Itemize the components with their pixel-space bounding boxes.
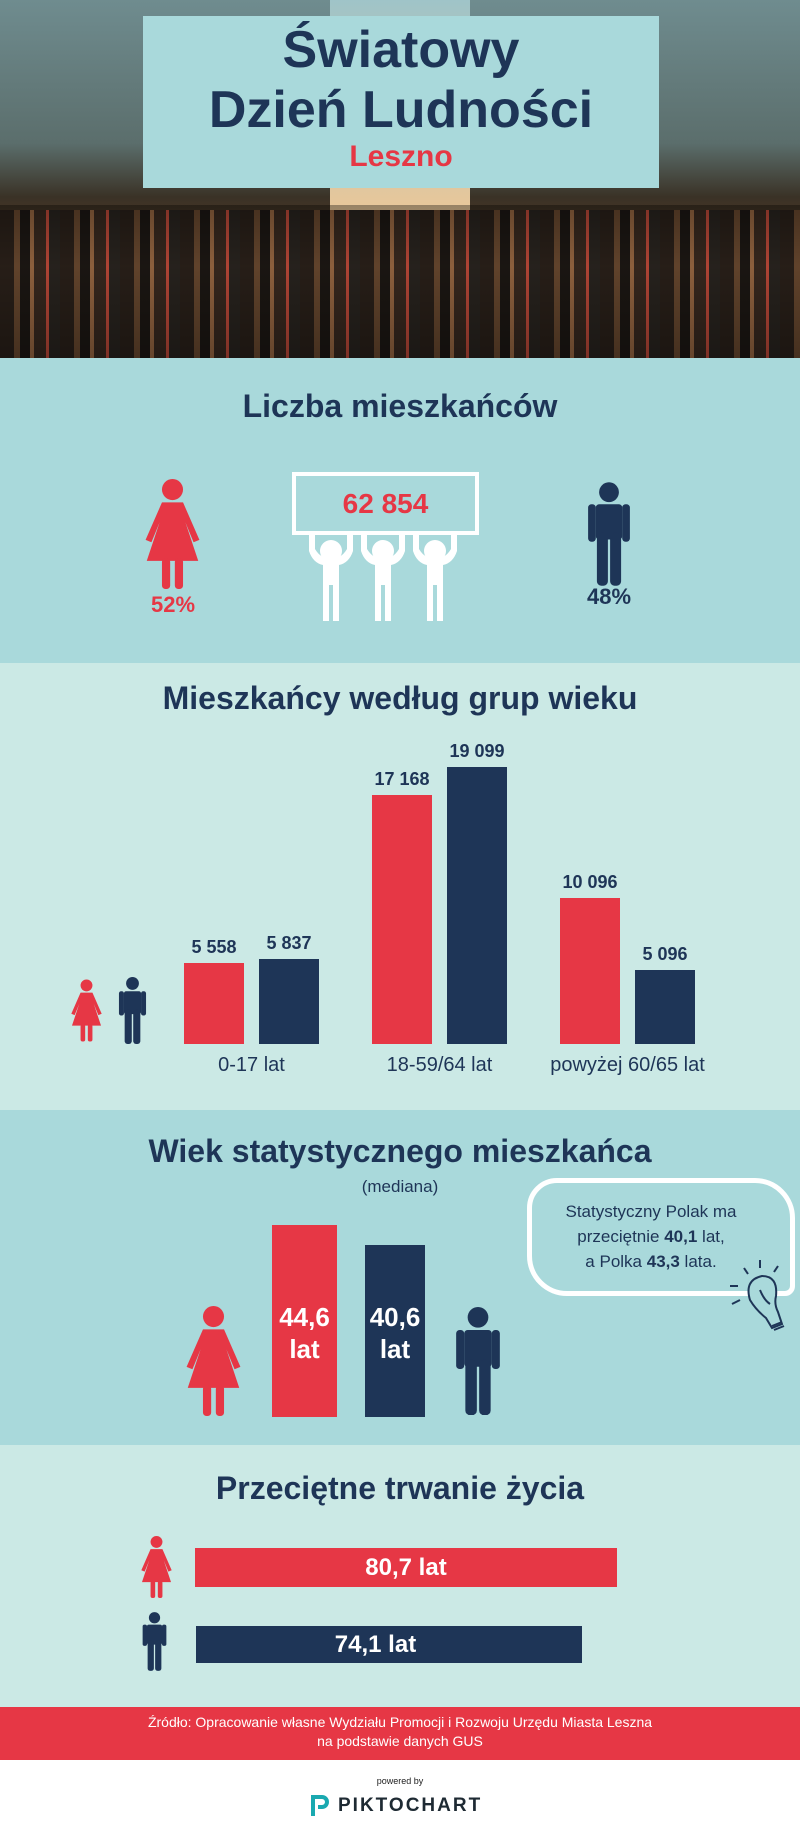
piktochart-brand: PIKTOCHART <box>338 1795 483 1816</box>
life-men-value: 74,1 lat <box>334 1631 417 1658</box>
bar-mężczyźni-2 <box>635 970 695 1044</box>
age-groups-section: Mieszkańcy według grup wieku 5 558 5 837 0… <box>0 663 800 1110</box>
population-total: 62 854 <box>342 488 429 519</box>
life-expectancy-section: Przeciętne trwanie życia 80,7 lat 74,1 l… <box>0 1445 800 1707</box>
photo-shade <box>0 205 800 358</box>
source-line1: Źródło: Opracowanie własne Wydziału Prom… <box>147 1714 653 1730</box>
bubble-line3: a Polka 43,3 lata. <box>532 1249 770 1274</box>
life-women-value: 80,7 lat <box>365 1554 447 1581</box>
life-men-bar: 74,1 lat <box>196 1626 582 1663</box>
title-box: Światowy Dzień Ludności Leszno <box>143 16 659 188</box>
bubble-line2: przeciętnie 40,1 lat, <box>532 1224 770 1249</box>
bar-mężczyźni-0 <box>259 959 319 1044</box>
bubble-text: lata. <box>679 1252 717 1271</box>
lightbulb-icon <box>730 1260 785 1331</box>
man-icon <box>587 479 631 589</box>
men-percent: 48% <box>586 584 632 609</box>
median-women-unit: lat <box>289 1334 320 1364</box>
life-title: Przeciętne trwanie życia <box>215 1470 585 1506</box>
category-label: 18-59/64 lat <box>386 1054 493 1076</box>
median-title: Wiek statystycznego mieszkańca <box>148 1133 652 1169</box>
population-sign: 62 854 <box>292 472 479 535</box>
population-title: Liczba mieszkańców <box>242 388 558 424</box>
bar-value-label: 19 099 <box>449 741 505 761</box>
median-men-bar: 40,6 lat <box>365 1245 425 1417</box>
women-percent: 52% <box>150 592 196 617</box>
photo-crowd <box>0 210 800 358</box>
piktochart-logo[interactable]: PIKTOCHART <box>310 1794 500 1818</box>
bar-value-label: 5 558 <box>191 937 237 958</box>
woman-legend-icon <box>70 977 103 1044</box>
median-age-section: Wiek statystycznego mieszkańca (mediana)… <box>0 1110 800 1445</box>
bar-mężczyźni-1 <box>447 767 507 1044</box>
bar-kobiety-2 <box>560 897 620 1044</box>
man-legend-icon <box>118 977 147 1044</box>
powered-by: powered by <box>376 1776 424 1786</box>
category-label: 0-17 lat <box>218 1054 285 1076</box>
bar-value-label: 5 096 <box>642 944 688 965</box>
fact-bubble: Statystyczny Polak ma przeciętnie 40,1 l… <box>527 1178 795 1296</box>
woman-icon <box>184 1306 243 1416</box>
median-subtitle: (mediana) <box>361 1177 439 1196</box>
bar-value-label: 10 096 <box>562 871 618 892</box>
piktochart-logo-icon <box>311 1795 329 1816</box>
source-footer: Źródło: Opracowanie własne Wydziału Prom… <box>0 1707 800 1760</box>
category-label: powyżej 60/65 lat <box>550 1054 705 1076</box>
man-icon <box>455 1306 501 1416</box>
median-women-bar: 44,6 lat <box>272 1225 337 1417</box>
man-icon <box>142 1610 167 1673</box>
bubble-text: lat, <box>697 1227 725 1246</box>
bar-kobiety-1 <box>372 795 432 1044</box>
source-line2: na podstawie danych GUS <box>317 1733 483 1749</box>
bubble-female-age: 43,3 <box>646 1252 680 1271</box>
bubble-text: przeciętnie <box>577 1227 665 1246</box>
age-groups-title: Mieszkańcy według grup wieku <box>162 680 638 716</box>
median-men-value: 40,6 <box>369 1302 421 1332</box>
people-holding-sign-icon <box>309 535 457 621</box>
bubble-male-age: 40,1 <box>664 1227 698 1246</box>
bar-value-label: 5 837 <box>266 933 312 954</box>
bar-value-label: 17 168 <box>374 769 430 789</box>
title-line2: Dzień Ludności <box>208 81 594 139</box>
bubble-line1: Statystyczny Polak ma <box>565 1202 737 1221</box>
woman-icon <box>143 479 202 589</box>
woman-icon <box>140 1534 173 1600</box>
hero-photo: Światowy Dzień Ludności Leszno <box>0 0 800 358</box>
bubble-text: a Polka <box>585 1252 647 1271</box>
life-women-bar: 80,7 lat <box>195 1548 617 1587</box>
bar-kobiety-0 <box>184 963 244 1044</box>
median-women-value: 44,6 <box>279 1302 330 1332</box>
population-section: Liczba mieszkańców 52% 62 854 48% <box>0 358 800 663</box>
median-men-unit: lat <box>379 1334 411 1364</box>
city-name: Leszno <box>349 140 453 173</box>
title-line1: Światowy <box>282 21 520 79</box>
